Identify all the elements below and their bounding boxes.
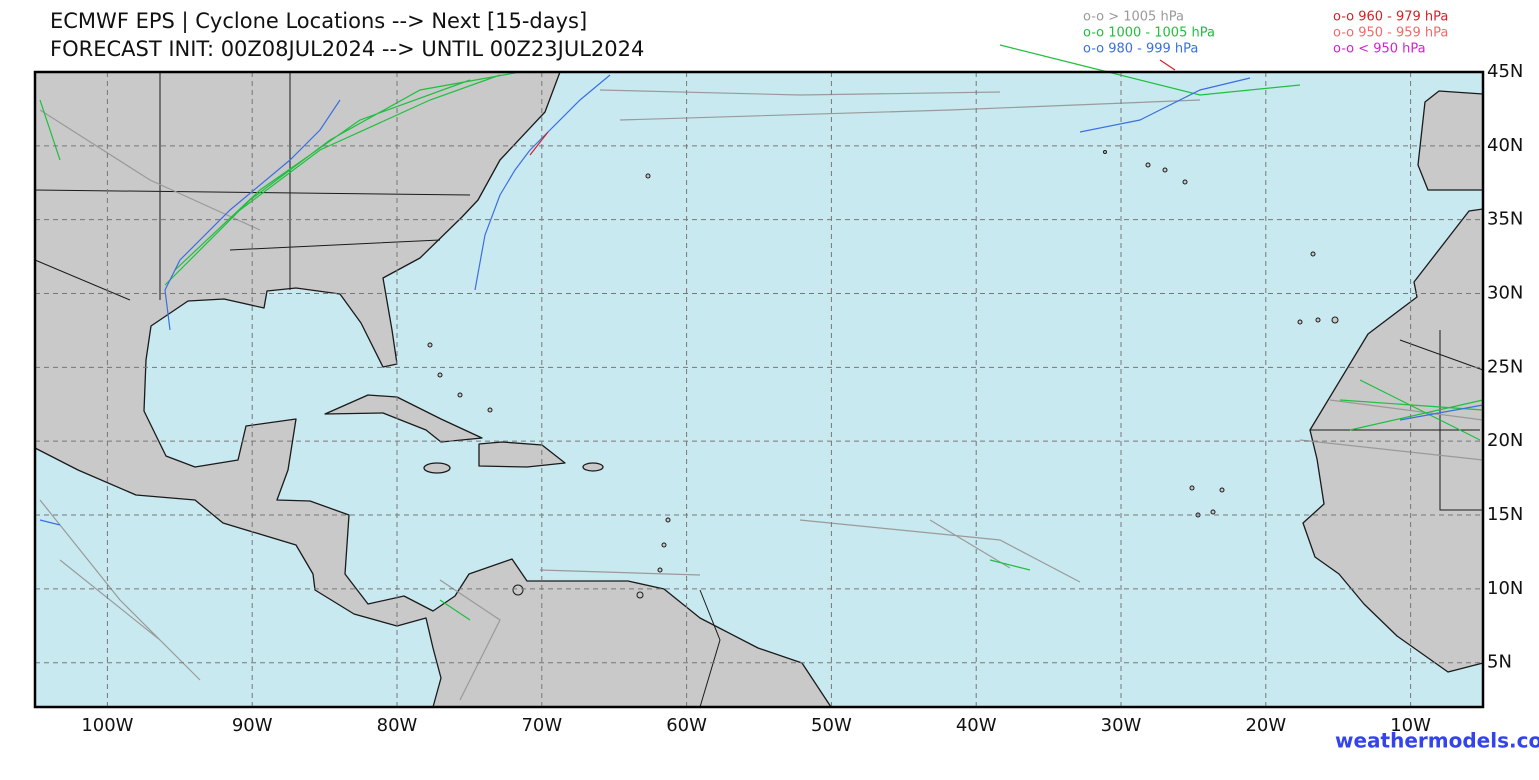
legend-entry: o-o 980 - 999 hPa [1083,42,1198,57]
lat-label: 45N [1487,61,1523,82]
lat-label: 5N [1487,652,1512,673]
legend-entry: o-o 960 - 979 hPa [1333,10,1448,25]
map-frame [33,70,1485,709]
puerto-rico [582,462,604,472]
lat-label: 25N [1487,356,1523,377]
lon-label: 50W [811,715,852,736]
lat-label: 40N [1487,135,1523,156]
lon-label: 80W [377,715,418,736]
legend-entry: o-o 1000 - 1005 hPa [1083,26,1215,41]
legend-entry: o-o 950 - 959 hPa [1333,26,1448,41]
lon-label: 10W [1390,715,1431,736]
watermark: weathermodels.com [1335,729,1539,753]
iberia [1417,90,1484,191]
hispaniola [478,441,566,468]
lat-label: 10N [1487,578,1523,599]
tracks [39,44,1484,701]
lon-label: 40W [956,715,997,736]
legend-entry: o-o < 950 hPa [1333,42,1426,57]
lat-label: 35N [1487,209,1523,230]
legend-entry: o-o > 1005 hPa [1083,10,1184,25]
lat-label: 30N [1487,283,1523,304]
axis-labels: 100W 90W 80W 70W 60W 50W 40W 30W 20W 10W 45N 40N 35N… [81,61,1523,736]
subtitle: FORECAST INIT: 00Z08JUL2024 --> UNTIL 00… [50,37,644,61]
islands [427,150,1339,599]
lat-label: 20N [1487,430,1523,451]
lon-label: 100W [81,715,133,736]
lon-label: 60W [666,715,707,736]
title: ECMWF EPS | Cyclone Locations --> Next [… [50,9,587,34]
land [34,71,1484,708]
jamaica [423,462,451,474]
lon-label: 20W [1245,715,1286,736]
africa [1302,208,1484,673]
lat-label: 15N [1487,504,1523,525]
lon-label: 90W [232,715,273,736]
lon-label: 30W [1101,715,1142,736]
americas [34,71,832,708]
lon-label: 70W [521,715,562,736]
